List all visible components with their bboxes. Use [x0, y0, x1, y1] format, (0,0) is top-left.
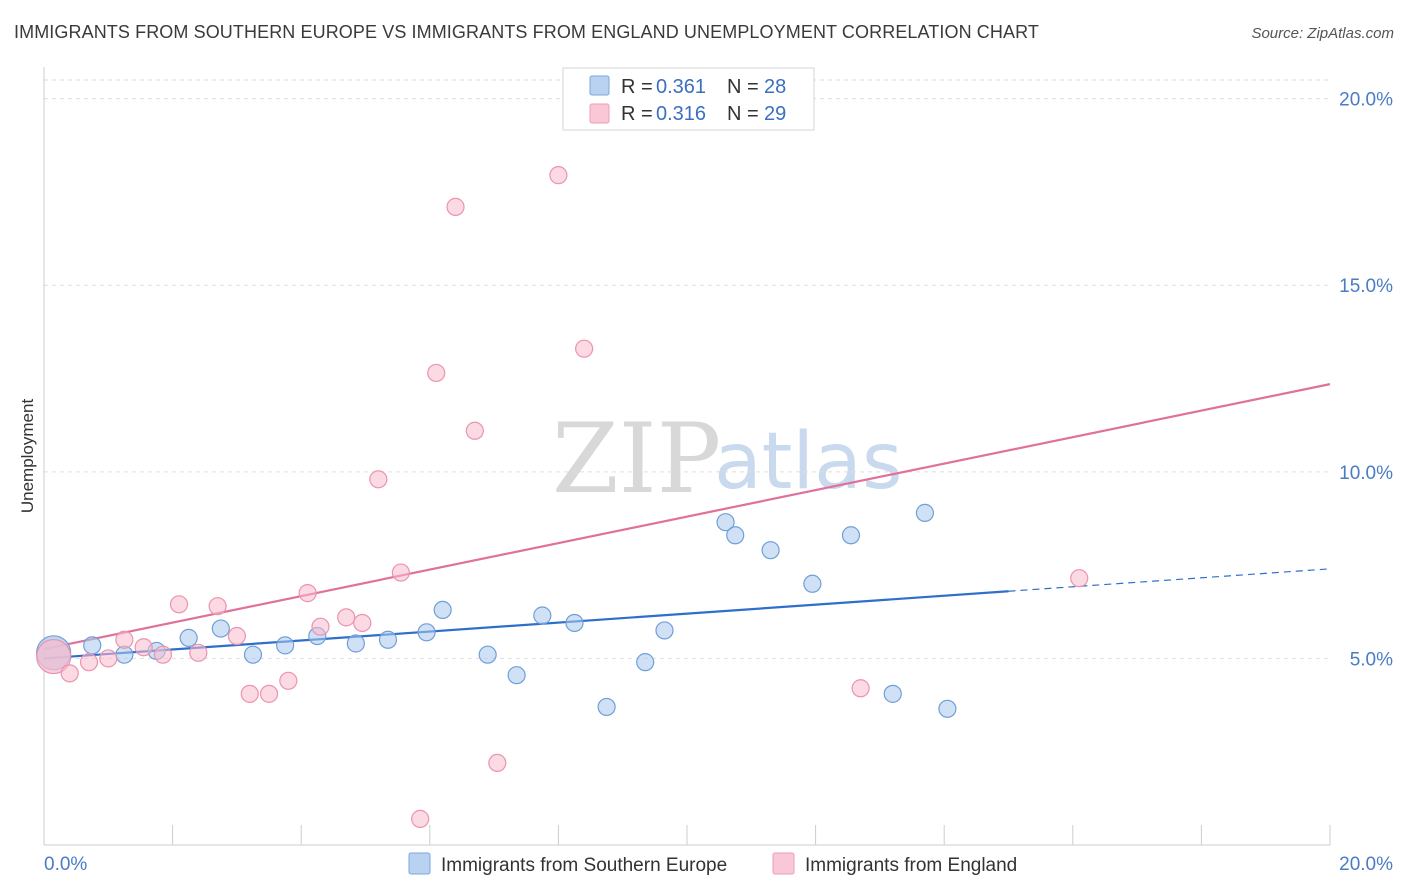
point-series0-10	[378, 630, 398, 649]
point-series0-26	[915, 503, 935, 522]
point-series1-11	[240, 684, 259, 703]
point-series0-27	[938, 699, 957, 718]
point-series1-3	[99, 649, 118, 668]
x-tick-labels: 0.0% 20.0%	[44, 854, 1393, 875]
point-series1-22	[446, 197, 465, 216]
legend-n-label-pink: N =	[727, 103, 759, 125]
legend-r-label-blue: R =	[621, 76, 653, 98]
point-series1-12	[259, 684, 279, 703]
y-axis-label: Unemployment	[18, 399, 37, 514]
data-points	[36, 166, 1089, 828]
x-tick-label-max: 20.0%	[1339, 854, 1393, 875]
gridlines	[44, 79, 1330, 659]
trend-line-extension-0	[1008, 568, 1331, 592]
point-series1-9	[208, 597, 227, 616]
point-series1-13	[279, 671, 298, 690]
point-series0-18	[636, 653, 655, 672]
point-series0-11	[417, 623, 436, 642]
point-series0-20	[716, 513, 735, 532]
point-series1-24	[488, 753, 507, 773]
point-series1-23	[465, 421, 484, 440]
point-series1-20	[411, 809, 430, 828]
legend-swatch-pink	[589, 103, 610, 124]
point-series1-25	[549, 166, 568, 185]
bottom-legend-label-pink: Immigrants from England	[805, 855, 1017, 876]
axes	[43, 67, 1331, 846]
y-tick-label-20: 20.0%	[1339, 90, 1393, 111]
watermark: ZIP atlas	[552, 403, 903, 515]
trend-line-1	[43, 383, 1331, 651]
legend: R = 0.361 N = 28 R = 0.316 N = 29	[562, 67, 815, 131]
point-series1-19	[391, 563, 410, 582]
legend-n-value-blue: 28	[764, 76, 786, 98]
point-series1-21	[427, 363, 446, 383]
watermark-atlas: atlas	[714, 417, 903, 507]
point-series0-13	[478, 645, 497, 664]
legend-r-value-blue: 0.361	[656, 76, 706, 98]
point-series1-4	[115, 630, 134, 649]
point-series0-1	[83, 636, 102, 655]
trend-line-0	[43, 590, 1009, 660]
point-series0-4	[179, 628, 198, 647]
x-tick-label-min: 0.0%	[44, 854, 87, 875]
point-series1-10	[227, 626, 246, 646]
point-series1-17	[353, 613, 372, 633]
legend-swatch-blue	[589, 75, 610, 96]
point-series1-5	[134, 638, 153, 657]
point-series1-16	[337, 608, 356, 627]
point-series1-27	[851, 679, 870, 698]
point-series0-17	[597, 697, 616, 717]
point-series1-26	[575, 339, 594, 358]
chart-title: IMMIGRANTS FROM SOUTHERN EUROPE VS IMMIG…	[14, 22, 1039, 42]
point-series1-6	[153, 645, 173, 664]
point-series0-22	[761, 541, 780, 560]
point-series0-7	[276, 636, 295, 655]
point-series0-14	[507, 666, 526, 685]
point-series0-23	[803, 574, 822, 593]
bottom-legend: Immigrants from Southern Europe Immigran…	[408, 852, 1017, 876]
point-series1-7	[169, 595, 189, 614]
point-series0-24	[841, 526, 861, 545]
source-label: Source: ZipAtlas.com	[1251, 25, 1394, 42]
point-series0-16	[565, 613, 584, 633]
point-series0-21	[726, 526, 745, 545]
point-series1-15	[311, 617, 330, 636]
legend-r-value-pink: 0.316	[656, 103, 706, 125]
point-series1-28	[1070, 569, 1089, 588]
point-series1-1	[60, 664, 79, 683]
point-series0-15	[533, 606, 552, 625]
bottom-legend-swatch-blue	[408, 852, 431, 875]
point-series0-9	[346, 634, 365, 653]
bottom-legend-label-blue: Immigrants from Southern Europe	[441, 855, 727, 876]
point-series0-5	[211, 619, 230, 638]
y-tick-label-15: 15.0%	[1339, 276, 1393, 297]
y-tick-label-5: 5.0%	[1350, 649, 1393, 670]
point-series0-6	[243, 645, 263, 664]
point-series0-25	[883, 684, 902, 703]
legend-r-label-pink: R =	[621, 103, 653, 125]
point-series1-0	[36, 638, 72, 675]
watermark-zip: ZIP	[552, 403, 721, 515]
point-series0-12	[433, 600, 452, 620]
point-series1-18	[369, 470, 388, 489]
point-series0-19	[655, 621, 674, 640]
bottom-legend-swatch-pink	[772, 852, 795, 875]
legend-n-label-blue: N =	[727, 76, 759, 98]
legend-n-value-pink: 29	[764, 103, 786, 125]
point-series1-14	[298, 584, 317, 603]
point-series1-2	[79, 653, 99, 672]
y-tick-labels: 5.0% 10.0% 15.0% 20.0%	[1339, 90, 1393, 671]
point-series1-8	[189, 643, 208, 662]
y-tick-label-10: 10.0%	[1339, 463, 1393, 484]
